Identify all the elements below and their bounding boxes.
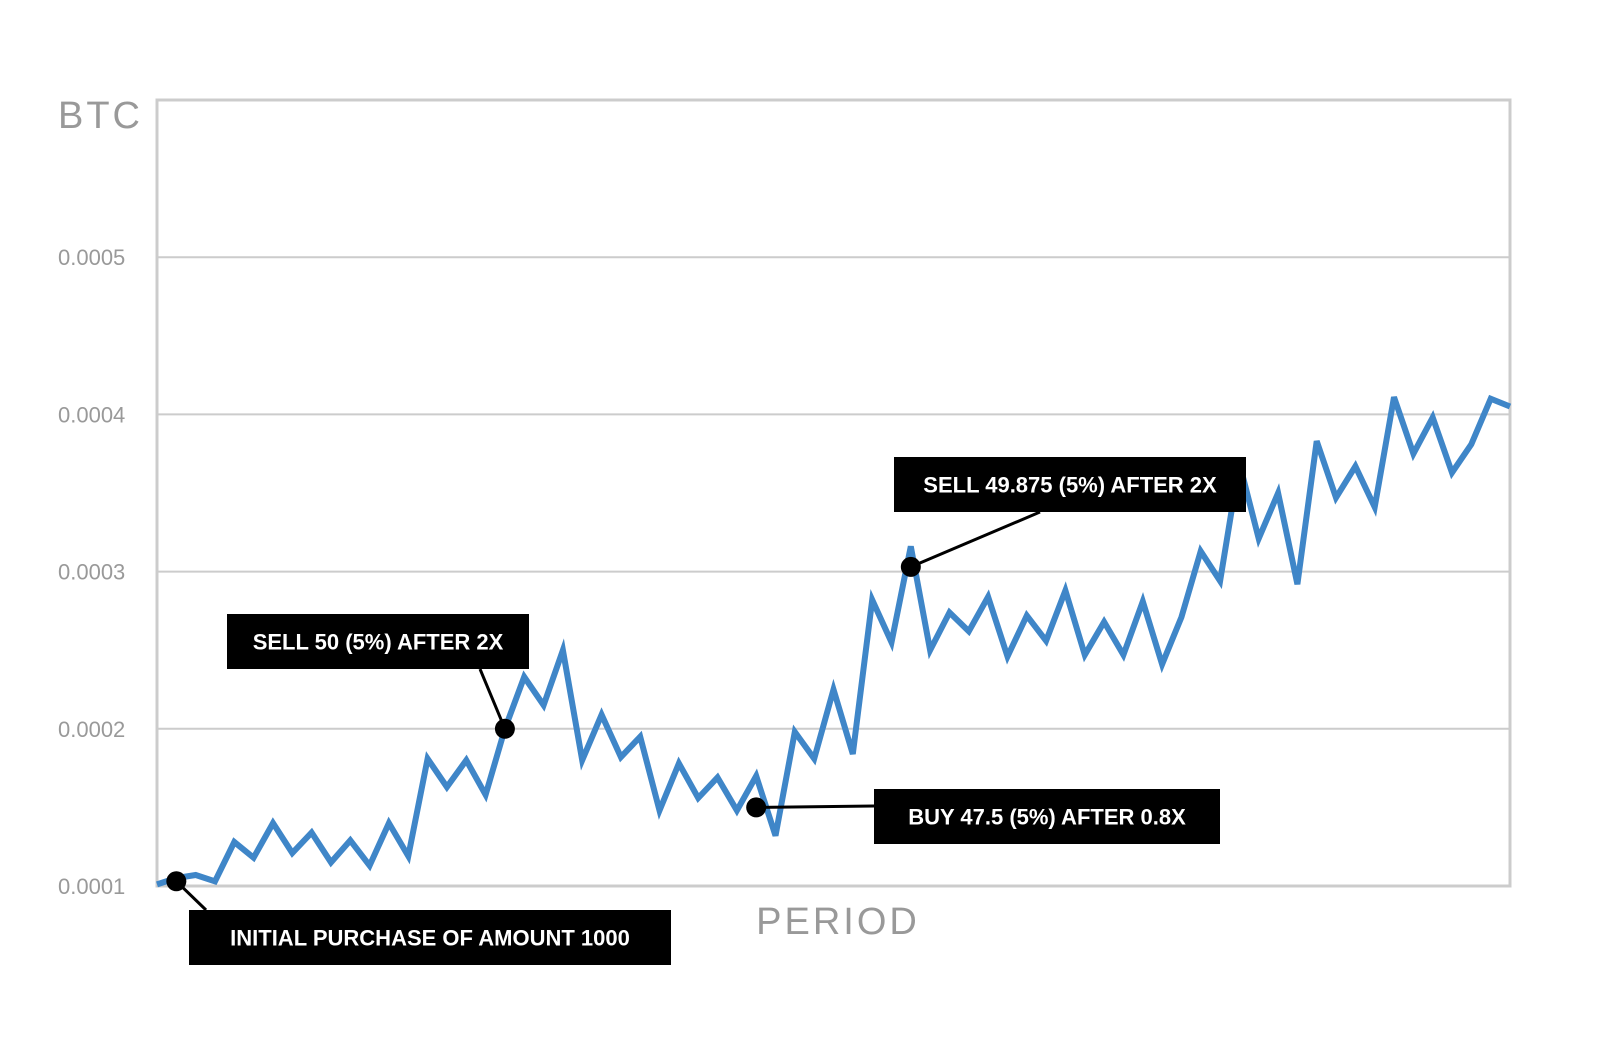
y-tick-labels: 0.0001 0.0002 0.0003 0.0004 0.0005	[58, 245, 125, 899]
btc-price-line	[156, 394, 1512, 888]
annotation: SELL 50 (5%) AFTER 2X	[227, 614, 529, 739]
annotation-marker	[494, 718, 515, 739]
annotation-marker	[900, 556, 921, 577]
annotation-leader	[756, 804, 875, 809]
annotation-label: INITIAL PURCHASE OF AMOUNT 1000	[230, 926, 630, 951]
annotation-label: SELL 50 (5%) AFTER 2X	[253, 630, 504, 655]
plot-frame	[155, 98, 1512, 888]
annotations: INITIAL PURCHASE OF AMOUNT 1000 SELL 50 (…	[166, 457, 1246, 965]
y-tick-label: 0.0004	[58, 402, 125, 427]
annotation-marker	[746, 797, 767, 818]
annotation-label: BUY 47.5 (5%) AFTER 0.8X	[908, 805, 1186, 830]
y-tick-label: 0.0003	[58, 560, 125, 585]
annotation-box	[874, 789, 1220, 844]
x-axis-title: PERIOD	[756, 901, 920, 943]
annotation: BUY 47.5 (5%) AFTER 0.8X	[746, 789, 1220, 844]
y-axis-title: BTC	[58, 95, 143, 137]
annotation-box	[894, 457, 1246, 512]
annotation-leader	[478, 668, 507, 730]
annotation-leader	[910, 510, 1041, 569]
y-tick-label: 0.0005	[58, 245, 125, 270]
annotation: SELL 49.875 (5%) AFTER 2X	[894, 457, 1246, 577]
grid-lines	[157, 256, 1510, 730]
annotation: INITIAL PURCHASE OF AMOUNT 1000	[166, 871, 671, 965]
annotation-box	[227, 614, 529, 669]
y-tick-label: 0.0002	[58, 717, 125, 742]
annotation-label: SELL 49.875 (5%) AFTER 2X	[923, 473, 1217, 498]
annotation-marker	[166, 871, 187, 892]
annotation-box	[189, 910, 671, 965]
y-tick-label: 0.0001	[58, 874, 125, 899]
